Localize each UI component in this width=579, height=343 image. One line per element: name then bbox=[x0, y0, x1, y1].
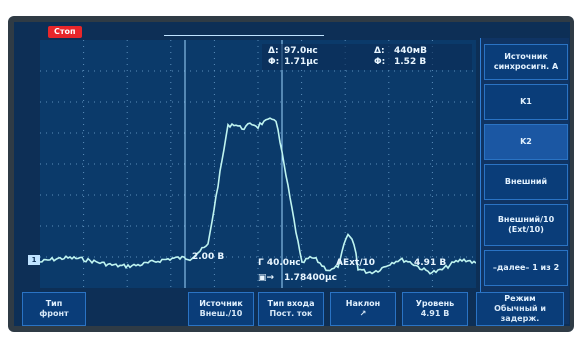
readout-pos-v-label: Φ: bbox=[374, 57, 386, 67]
softkey-mode[interactable]: Режим Обычный и задерж. bbox=[476, 292, 564, 326]
oscilloscope-screen: Стоп Δ: 97.0нс Δ: 440мВ Φ: 1.71μс Φ: 1.5… bbox=[14, 22, 570, 326]
softkey-slope[interactable]: Наклон ↗ bbox=[330, 292, 396, 326]
cursor-readout: Δ: 97.0нс Δ: 440мВ Φ: 1.71μс Φ: 1.52 В bbox=[262, 44, 472, 70]
softkey-value: ↗ bbox=[359, 309, 367, 318]
menu-item-k2[interactable]: K2 bbox=[484, 124, 568, 160]
menu-item-k1[interactable]: K1 bbox=[484, 84, 568, 120]
timebase-readout: Γ 40.0нс bbox=[258, 258, 301, 268]
softkey-value: Пост. ток bbox=[269, 309, 313, 318]
run-stop-badge[interactable]: Стоп bbox=[48, 26, 82, 38]
readout-pos-t-value: 1.71μс bbox=[284, 57, 319, 67]
grid-svg bbox=[40, 40, 476, 288]
trigger-source-readout: AExt/10 bbox=[336, 258, 376, 268]
ch1-scale: 2.00 В bbox=[192, 252, 225, 262]
softkey-value: фронт bbox=[39, 309, 69, 318]
waveform-grid bbox=[40, 40, 476, 288]
readout-delta-t-label: Δ: bbox=[268, 46, 279, 56]
readout-delta-v-label: Δ: bbox=[374, 46, 385, 56]
softkey-value: Обычный и задерж. bbox=[494, 304, 546, 323]
trigger-level-readout: 4.91 В bbox=[414, 258, 447, 268]
softkey-label: Тип bbox=[45, 299, 63, 308]
side-menu: Источник синхросигн. A K1 K2 Внешний Вне… bbox=[480, 38, 569, 324]
memory-position-bar bbox=[164, 25, 324, 36]
delay-readout: 1.78400μс bbox=[284, 273, 337, 283]
readout-pos-t-label: Φ: bbox=[268, 57, 280, 67]
readout-delta-t-value: 97.0нс bbox=[284, 46, 318, 56]
softkey-label: Уровень bbox=[415, 299, 455, 308]
softkey-value: 4.91 В bbox=[420, 309, 450, 318]
menu-item-external-10[interactable]: Внешний/10 (Ext/10) bbox=[484, 204, 568, 246]
readout-pos-v-value: 1.52 В bbox=[394, 57, 427, 67]
softkey-coupling[interactable]: Тип входа Пост. ток bbox=[258, 292, 324, 326]
softkey-label: Режим bbox=[504, 294, 536, 303]
delay-icon: ▣→ bbox=[258, 273, 275, 283]
softkey-source[interactable]: Источник Внеш./10 bbox=[188, 292, 254, 326]
menu-title: Источник синхросигн. A bbox=[484, 44, 568, 80]
softkey-label: Тип входа bbox=[267, 299, 315, 308]
waveform-trace bbox=[40, 117, 476, 275]
softkey-value: Внеш./10 bbox=[199, 309, 243, 318]
softkey-level[interactable]: Уровень 4.91 В bbox=[402, 292, 468, 326]
menu-item-external[interactable]: Внешний bbox=[484, 164, 568, 200]
softkey-trigger-type[interactable]: Тип фронт bbox=[22, 292, 86, 326]
readout-delta-v-value: 440мВ bbox=[394, 46, 428, 56]
softkey-label: Источник bbox=[199, 299, 243, 308]
softkey-label: Наклон bbox=[345, 299, 381, 308]
menu-item-more[interactable]: –далее– 1 из 2 bbox=[484, 250, 568, 286]
channel-ground-marker[interactable]: 1 bbox=[28, 255, 40, 265]
softkey-bar: Тип фронт Источник Внеш./10 Тип входа По… bbox=[18, 292, 566, 326]
